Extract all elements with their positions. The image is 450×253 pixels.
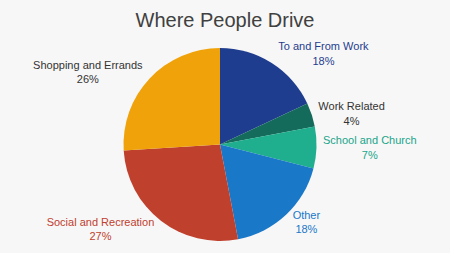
svg-text:School and Church7%: School and Church7% — [323, 134, 417, 160]
svg-text:Shopping and Errands26%: Shopping and Errands26% — [33, 59, 143, 85]
svg-text:To and From Work18%: To and From Work18% — [278, 40, 369, 66]
svg-text:Other18%: Other18% — [293, 209, 321, 235]
svg-text:Work Related4%: Work Related4% — [318, 100, 384, 126]
svg-text:Social and Recreation27%: Social and Recreation27% — [47, 216, 155, 242]
svg-text:Where People Drive: Where People Drive — [136, 9, 315, 31]
